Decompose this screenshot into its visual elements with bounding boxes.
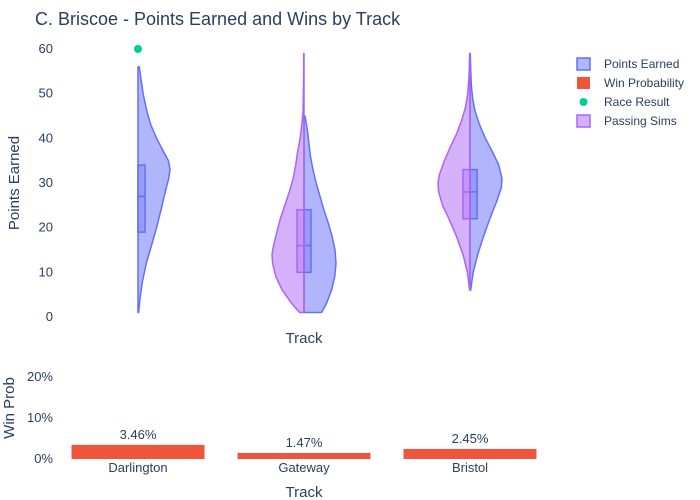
legend-swatch [576, 114, 591, 128]
violin-y-tick-label: 60 [39, 41, 53, 56]
violin-y-axis-title: Points Earned [6, 136, 23, 230]
legend-swatch [577, 77, 590, 89]
violin-y-tick-label: 30 [39, 175, 53, 190]
violin-box [296, 209, 305, 274]
bar-y-tick-label: 10% [27, 410, 53, 425]
bar-panel: 0% 10% 20% 3.46% Darlington 1.47% Gateway 2.45%… [27, 369, 537, 475]
violin-box [137, 164, 146, 233]
bar-value-label: 3.46% [120, 427, 157, 442]
legend-item-label[interactable]: Race Result [604, 95, 670, 109]
violin-y-tick-label: 0 [46, 309, 53, 324]
win-prob-bar-darlington [71, 444, 205, 459]
violin-y-tick-label: 10 [39, 264, 53, 279]
bar-y-tick-label: 20% [27, 369, 53, 384]
legend-swatch [576, 57, 591, 71]
bar-x-tick-label: Darlington [108, 460, 167, 475]
violin-points-earned-darlington [137, 66, 171, 314]
violin-box [462, 168, 471, 220]
legend-swatch [579, 98, 588, 106]
legend-item-label[interactable]: Passing Sims [604, 114, 677, 128]
legend-item-label[interactable]: Win Probability [604, 76, 684, 90]
bar-x-tick-label: Bristol [452, 460, 488, 475]
race-result-point [134, 45, 142, 53]
win-prob-bar-gateway [237, 452, 371, 459]
violin-box [469, 168, 478, 220]
bar-x-tick-label: Gateway [278, 460, 330, 475]
violin-x-axis-title: Track [286, 330, 323, 347]
legend-item-label[interactable]: Points Earned [604, 57, 679, 71]
legend: Points Earned Win Probability Race Result P… [576, 57, 684, 128]
violin-y-tick-label: 40 [39, 130, 53, 145]
win-prob-bar-bristol [403, 448, 537, 459]
bar-y-axis-title: Win Prob [1, 377, 18, 439]
bar-x-axis-title: Track [286, 484, 323, 500]
violin-y-tick-label: 20 [39, 220, 53, 235]
violin-passing-sims-bristol [437, 52, 471, 291]
violin-passing-sims-gateway [271, 52, 305, 314]
bar-value-label: 1.47% [286, 435, 323, 450]
bar-value-label: 2.45% [452, 431, 489, 446]
violin-points-earned-gateway [303, 115, 337, 314]
violin-y-tick-label: 50 [39, 86, 53, 101]
violin-box [303, 209, 312, 274]
chart-title: C. Briscoe - Points Earned and Wins by T… [35, 9, 401, 29]
bar-y-tick-label: 0% [34, 451, 53, 466]
violin-panel: 0 10 20 30 40 50 60 [39, 41, 503, 324]
